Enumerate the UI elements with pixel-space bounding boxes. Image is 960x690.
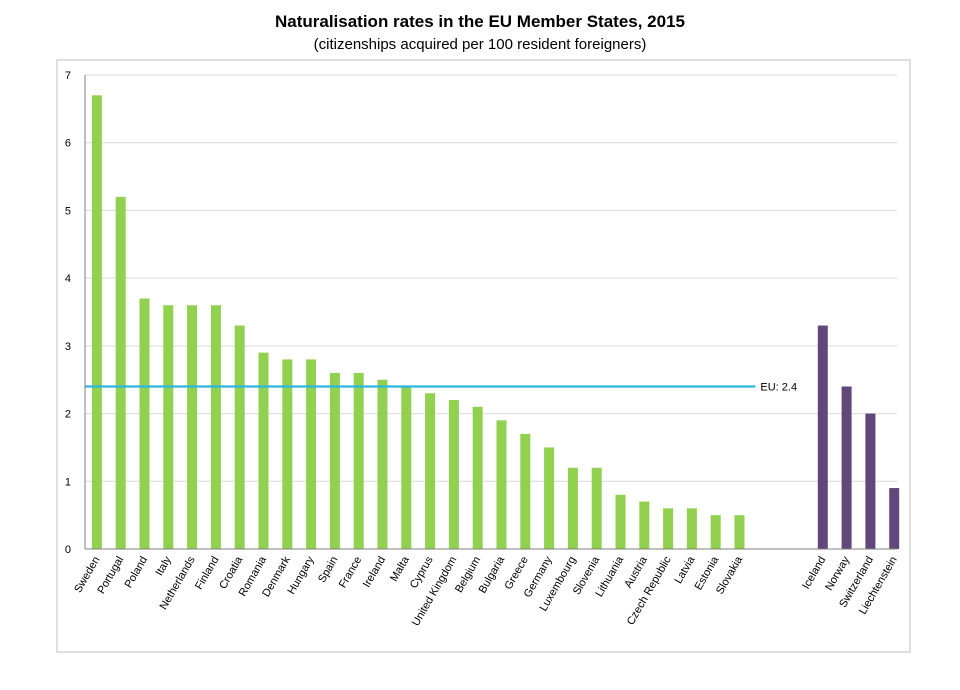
- y-tick-label: 5: [65, 205, 71, 217]
- category-label-italy: Italy: [153, 554, 174, 578]
- category-label-spain: Spain: [316, 555, 340, 585]
- chart-frame: [56, 59, 911, 653]
- bar-romania: [258, 352, 269, 549]
- bar-united-kingdom: [448, 400, 459, 549]
- bar-liechtenstein: [889, 488, 900, 549]
- axes: [84, 75, 897, 550]
- bar-greece: [520, 433, 531, 549]
- bar-germany: [544, 447, 555, 549]
- eu-average-label: EU: 2.4: [760, 381, 797, 393]
- bar-croatia: [234, 325, 245, 549]
- bar-switzerland: [865, 413, 876, 549]
- y-tick-label: 7: [65, 70, 71, 82]
- bar-slovakia: [734, 515, 745, 549]
- bar-czech-republic: [663, 508, 674, 549]
- chart-title: Naturalisation rates in the EU Member St…: [274, 12, 686, 31]
- bar-ireland: [377, 379, 388, 549]
- bar-france: [353, 372, 364, 549]
- bar-poland: [139, 298, 150, 549]
- y-tick-label: 0: [65, 544, 71, 556]
- bar-netherlands: [187, 305, 198, 549]
- category-label-malta: Malta: [388, 554, 412, 584]
- category-label-united-kingdom: United Kingdom: [410, 555, 460, 629]
- bar-bulgaria: [496, 420, 507, 549]
- category-label-latvia: Latvia: [672, 554, 698, 586]
- eu-average-line: EU: 2.4: [85, 381, 797, 393]
- chart-subtitle: (citizenships acquired per 100 resident …: [313, 36, 647, 53]
- bar-hungary: [306, 359, 317, 549]
- category-label-france: France: [337, 555, 365, 591]
- bar-cyprus: [425, 393, 436, 549]
- bars: [91, 95, 900, 550]
- category-label-ireland: Ireland: [361, 555, 388, 590]
- bar-lithuania: [615, 494, 626, 549]
- bar-latvia: [686, 508, 697, 549]
- bar-portugal: [115, 196, 126, 549]
- bar-sweden: [91, 95, 102, 550]
- y-tick-label: 6: [65, 138, 71, 150]
- bar-denmark: [282, 359, 293, 549]
- bar-austria: [639, 501, 650, 549]
- bar-norway: [841, 386, 852, 549]
- y-tick-label: 1: [65, 476, 71, 488]
- y-tick-labels: 0 1 2 3 4 5 6 7: [65, 70, 71, 556]
- bar-spain: [329, 372, 340, 549]
- bar-luxembourg: [567, 467, 578, 549]
- category-label-poland: Poland: [123, 555, 151, 591]
- bar-italy: [163, 305, 174, 549]
- bar-estonia: [710, 515, 721, 549]
- bar-slovenia: [591, 467, 602, 549]
- bar-finland: [210, 305, 221, 549]
- bar-malta: [401, 386, 412, 549]
- y-tick-label: 2: [65, 409, 71, 421]
- bar-iceland: [817, 325, 828, 549]
- y-tick-label: 4: [65, 273, 71, 285]
- gridlines: [85, 74, 897, 482]
- bar-belgium: [472, 406, 483, 549]
- y-tick-label: 3: [65, 341, 71, 353]
